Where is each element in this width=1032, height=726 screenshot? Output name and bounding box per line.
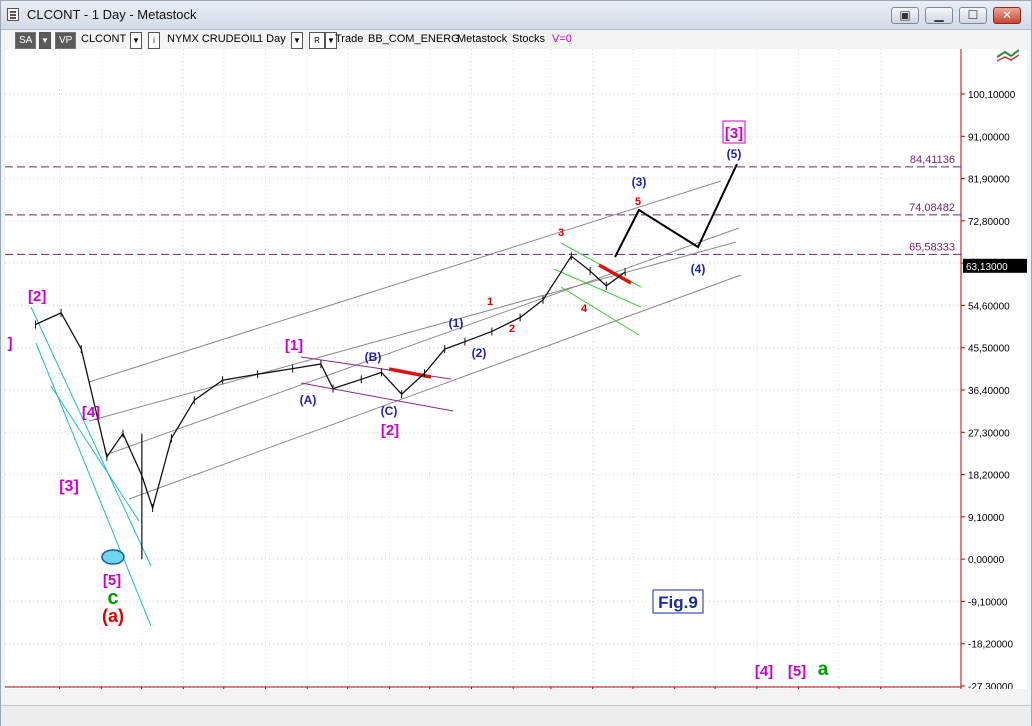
trend-line <box>300 382 454 412</box>
y-tick-label: 45,50000 <box>968 344 1010 355</box>
y-tick-label: 91,00000 <box>968 132 1010 143</box>
document-icon <box>7 8 19 21</box>
symbol-dropdown-icon[interactable]: ▼ <box>130 32 142 49</box>
trend-line <box>128 274 742 500</box>
chart-toolbar: SA ▼ VP CLCONT ▼ i NYMX CRUDEOIL 1 Day ▼… <box>5 30 1027 50</box>
wave-label: [5] <box>103 572 121 589</box>
red-marker-line <box>388 367 432 379</box>
exchange-label: NYMX CRUDEOIL <box>167 33 259 45</box>
r-dropdown-icon[interactable]: ▼ <box>325 32 337 49</box>
close-icon: ✕ <box>1001 8 1013 22</box>
last-price-label: 63,13000 <box>966 262 1008 273</box>
y-tick-label: 18,20000 <box>968 471 1010 482</box>
wave-label: a <box>818 659 829 680</box>
minimize-button[interactable]: ▁ <box>925 7 953 24</box>
trend-line <box>88 180 722 383</box>
wave-label: (a) <box>102 606 124 626</box>
y-tick-label: -9,10000 <box>968 597 1008 608</box>
wave-label: [4] <box>82 404 100 421</box>
wave-label: (5) <box>727 147 742 161</box>
symbol-field[interactable]: CLCONT <box>81 33 127 45</box>
wave-label: [5] <box>788 663 806 680</box>
y-tick-label: 9,10000 <box>968 513 1005 524</box>
wave-label: 5 <box>635 196 641 208</box>
wave-label: [3] <box>725 125 743 142</box>
restore-panel-button[interactable]: ▣ <box>891 7 919 24</box>
y-tick-label: 27,30000 <box>968 428 1010 439</box>
y-tick-label: 0,00000 <box>968 555 1005 566</box>
indicator-tool-icon-secondary <box>996 54 1020 62</box>
trend-line <box>50 385 140 522</box>
title-bar[interactable]: CLCONT - 1 Day - Metastock ▣ ▁ ☐ ✕ <box>1 1 1031 30</box>
figure-label-box <box>652 589 704 614</box>
figure-label: Fig.9 <box>658 593 698 612</box>
wave-label: (B) <box>365 350 382 364</box>
y-tick-label: 54,60000 <box>968 301 1010 312</box>
wave-label: (2) <box>472 346 487 360</box>
trend-line <box>110 227 740 454</box>
last-price-box <box>963 258 1029 273</box>
feed-label: Metastock <box>457 33 508 45</box>
wave-label: (C) <box>381 404 398 418</box>
maximize-button[interactable]: ☐ <box>959 7 987 24</box>
trend-line <box>553 268 642 308</box>
low-ellipse-marker <box>101 549 125 565</box>
y-tick-label: 72,80000 <box>968 217 1010 228</box>
close-button[interactable]: ✕ <box>993 7 1021 24</box>
price-chart[interactable]: 100,1000091,0000081,9000072,8000063,7000… <box>5 49 1029 703</box>
mode-label: Trade <box>335 33 364 45</box>
y-tick-label: 81,90000 <box>968 175 1010 186</box>
fib-level-label: 84,41136 <box>910 154 955 166</box>
restore-icon: ▣ <box>899 8 911 22</box>
trend-line <box>35 342 152 627</box>
wave-label: [2] <box>381 422 399 439</box>
status-bar <box>1 705 1031 726</box>
fib-level-label: 74,08482 <box>909 202 955 214</box>
vp-button[interactable]: VP <box>55 32 77 49</box>
wave-label: [1] <box>285 337 303 354</box>
y-tick-label: -18,20000 <box>968 640 1013 651</box>
trend-line <box>88 241 737 422</box>
wave-label-frame <box>722 120 746 144</box>
r-button[interactable]: R <box>309 32 325 49</box>
wave-label: [2] <box>28 288 46 305</box>
red-marker-line <box>598 263 632 285</box>
trend-line <box>30 306 152 567</box>
window-title: CLCONT - 1 Day - Metastock <box>27 7 197 22</box>
sa-button[interactable]: SA <box>15 32 37 49</box>
wave-label: c <box>107 587 118 609</box>
wave-label: [3] <box>59 478 79 495</box>
wave-label: [4] <box>755 663 773 680</box>
wave-label: 2 <box>509 323 515 335</box>
trend-line <box>560 286 640 336</box>
indicator-tool-icon <box>996 49 1020 58</box>
source-label: BB_COM_ENERG <box>368 33 460 45</box>
wave-label: 4 <box>581 303 588 315</box>
wave-label: (4) <box>691 262 706 276</box>
volume-label: V=0 <box>552 33 572 45</box>
type-label: Stocks <box>512 33 546 45</box>
info-icon[interactable]: i <box>148 32 160 49</box>
wave-label: 1 <box>487 296 493 308</box>
wave-label: (1) <box>449 316 464 330</box>
y-tick-label: 36,40000 <box>968 386 1010 397</box>
sa-dropdown-icon[interactable]: ▼ <box>39 32 51 49</box>
maximize-icon: ☐ <box>967 8 979 22</box>
wave-label: 3 <box>558 227 564 239</box>
wave-label: ] <box>8 335 13 352</box>
y-tick-label: -27,30000 <box>968 682 1013 689</box>
period-dropdown-icon[interactable]: ▼ <box>291 32 303 49</box>
wave-label: (3) <box>632 175 647 189</box>
projection-path <box>614 163 738 258</box>
y-tick-label: 100,10000 <box>968 90 1016 101</box>
period-field[interactable]: 1 Day <box>257 33 286 45</box>
minimize-icon: ▁ <box>934 8 944 22</box>
wave-label: (A) <box>300 393 317 407</box>
chart-area[interactable]: 100,1000091,0000081,9000072,8000063,7000… <box>5 49 1029 703</box>
fib-level-label: 65,58333 <box>909 241 955 253</box>
